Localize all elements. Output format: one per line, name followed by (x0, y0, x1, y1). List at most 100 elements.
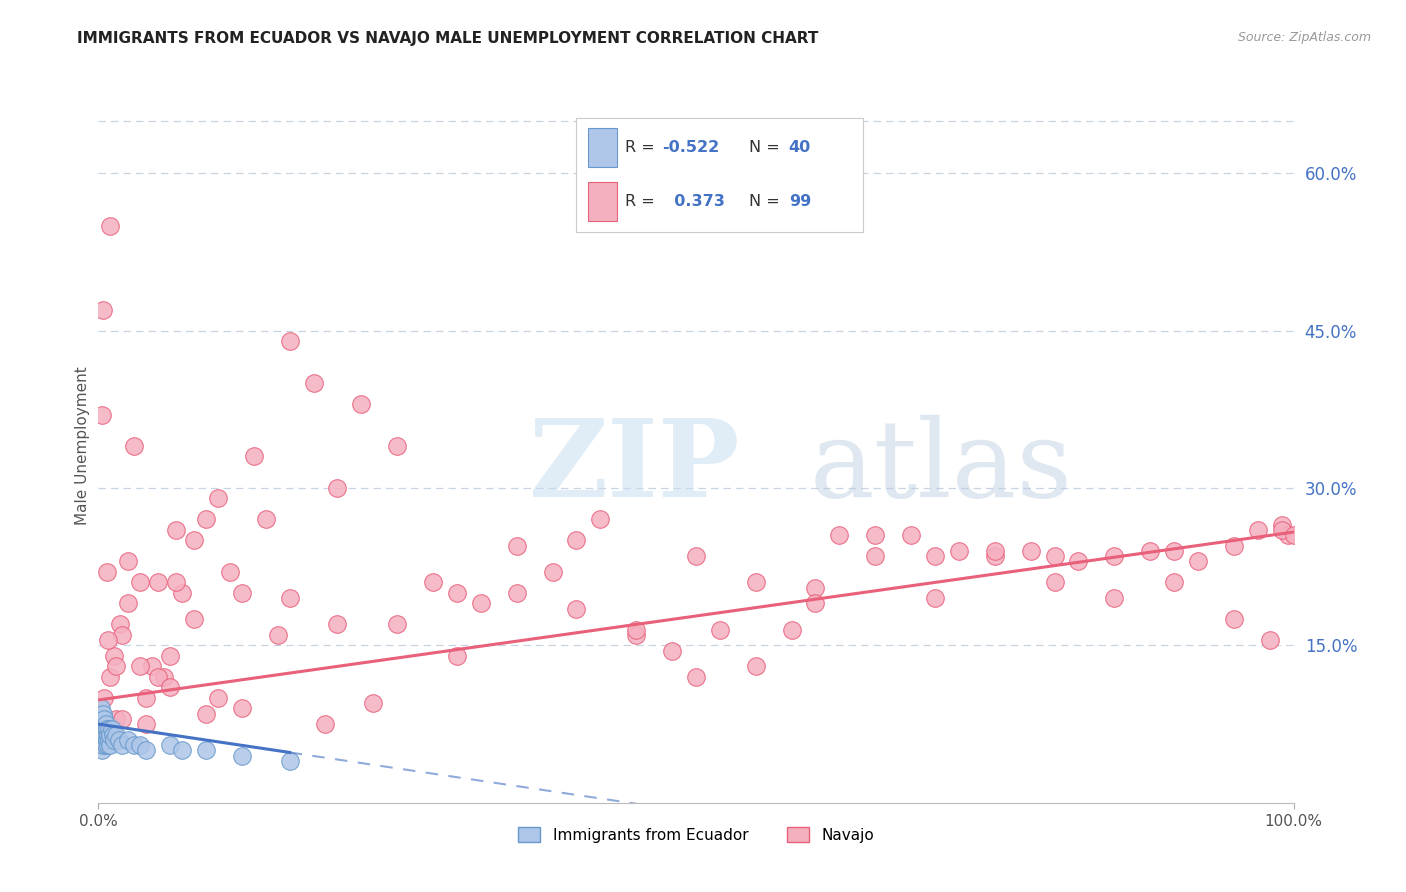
Point (231, 748, 253, 763)
Point (278, 754, 301, 768)
Point (172, 743, 194, 757)
Point (105, 728, 128, 742)
Point (129, 659, 152, 673)
Point (117, 596, 139, 610)
Point (326, 481, 349, 495)
Point (470, 596, 492, 610)
Point (828, 528, 851, 542)
Point (159, 681, 181, 695)
Point (1104, 549, 1126, 564)
Point (1019, 544, 1042, 558)
Point (91, 723, 114, 737)
Point (98, 723, 121, 737)
Point (91, 738, 114, 752)
Point (94, 728, 117, 742)
Point (108, 617, 131, 632)
Point (900, 528, 922, 542)
Point (1271, 517, 1294, 532)
Point (159, 648, 181, 663)
Point (97, 633, 120, 648)
Point (153, 670, 176, 684)
Point (506, 586, 529, 600)
Point (231, 586, 253, 600)
Point (141, 659, 163, 673)
Point (1163, 544, 1185, 558)
Point (93, 690, 115, 705)
Point (1043, 549, 1066, 564)
Point (89, 738, 111, 752)
Point (446, 648, 468, 663)
Point (98, 219, 122, 233)
Point (948, 544, 970, 558)
Point (172, 586, 194, 600)
Point (626, 628, 648, 642)
Point (984, 544, 1007, 558)
Point (94, 717, 117, 731)
Point (129, 575, 152, 590)
Point (745, 659, 768, 673)
Point (385, 617, 409, 632)
Point (91, 302, 114, 317)
Point (207, 690, 229, 705)
Text: atlas: atlas (810, 415, 1073, 520)
Point (148, 670, 170, 684)
Point (422, 575, 444, 590)
Point (804, 596, 827, 610)
Point (315, 717, 337, 731)
Point (165, 523, 187, 537)
Point (1223, 539, 1246, 553)
Point (90, 701, 112, 715)
Point (804, 581, 827, 595)
Point (1282, 528, 1305, 542)
Point (183, 612, 205, 626)
Point (780, 623, 803, 637)
Point (117, 732, 139, 747)
Point (135, 690, 157, 705)
Point (98, 738, 122, 752)
Point (865, 549, 887, 564)
Point (105, 712, 128, 726)
Point (278, 334, 301, 348)
Point (97, 728, 120, 742)
Point (124, 439, 146, 453)
Point (91, 717, 114, 731)
Point (103, 732, 125, 747)
Point (685, 670, 707, 684)
Point (207, 491, 229, 506)
Point (117, 554, 139, 568)
Point (626, 623, 648, 637)
Point (565, 533, 588, 548)
Point (1104, 591, 1126, 606)
Point (135, 717, 157, 731)
Point (96, 723, 118, 737)
Point (267, 628, 290, 642)
Point (1187, 554, 1209, 568)
Point (148, 575, 170, 590)
Point (93, 732, 115, 747)
Point (98, 732, 121, 747)
Point (93, 712, 115, 726)
Legend: Immigrants from Ecuador, Navajo: Immigrants from Ecuador, Navajo (512, 821, 880, 848)
Point (1277, 528, 1299, 542)
Point (101, 728, 124, 742)
Point (93, 723, 115, 737)
Point (91, 706, 114, 721)
Point (1223, 612, 1246, 626)
Point (107, 732, 129, 747)
Point (350, 397, 373, 411)
Point (165, 575, 187, 590)
Point (363, 696, 385, 710)
Point (709, 623, 731, 637)
Point (326, 617, 349, 632)
Point (90, 712, 112, 726)
Point (685, 549, 707, 564)
Point (924, 549, 946, 564)
Point (129, 738, 152, 752)
Point (1139, 544, 1161, 558)
Point (385, 439, 409, 453)
Point (1163, 575, 1185, 590)
Point (865, 528, 887, 542)
Point (96, 732, 118, 747)
Point (243, 450, 266, 464)
Point (1043, 575, 1066, 590)
